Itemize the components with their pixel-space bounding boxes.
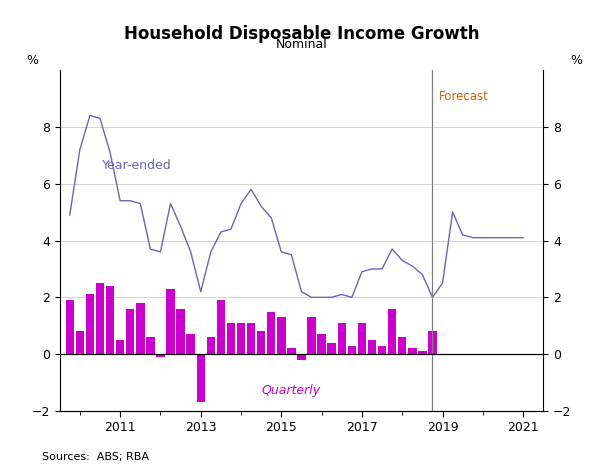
Bar	[408, 348, 417, 354]
Text: Year-ended: Year-ended	[102, 160, 172, 172]
Bar	[86, 295, 94, 354]
Bar	[76, 332, 84, 354]
Bar	[358, 323, 366, 354]
Bar	[156, 354, 165, 357]
Bar	[167, 289, 175, 354]
Bar	[328, 343, 336, 354]
Title: Household Disposable Income Growth: Household Disposable Income Growth	[124, 26, 479, 43]
Bar	[176, 309, 185, 354]
Bar	[307, 317, 316, 354]
Bar	[126, 309, 134, 354]
Bar	[146, 337, 155, 354]
Bar	[418, 351, 427, 354]
Text: Sources:  ABS; RBA: Sources: ABS; RBA	[42, 453, 149, 462]
Bar	[398, 337, 407, 354]
Bar	[66, 300, 74, 354]
Text: Quarterly: Quarterly	[261, 384, 321, 397]
Bar	[388, 309, 396, 354]
Bar	[378, 346, 386, 354]
Bar	[237, 323, 245, 354]
Bar	[136, 303, 144, 354]
Bar	[337, 323, 346, 354]
Bar	[106, 286, 114, 354]
Bar	[257, 332, 266, 354]
Bar	[96, 283, 104, 354]
Bar	[368, 340, 376, 354]
Bar	[186, 334, 195, 354]
Bar	[287, 348, 296, 354]
Bar	[207, 337, 215, 354]
Bar	[277, 317, 285, 354]
Bar	[428, 332, 436, 354]
Text: Forecast: Forecast	[439, 90, 488, 103]
Text: %: %	[570, 54, 582, 67]
Bar	[297, 354, 306, 360]
Bar	[217, 300, 225, 354]
Bar	[347, 346, 356, 354]
Bar	[196, 354, 205, 403]
Bar	[116, 340, 124, 354]
Bar	[247, 323, 256, 354]
Text: Nominal: Nominal	[276, 38, 327, 51]
Bar	[227, 323, 235, 354]
Bar	[318, 334, 326, 354]
Bar	[267, 311, 275, 354]
Text: %: %	[26, 54, 38, 67]
